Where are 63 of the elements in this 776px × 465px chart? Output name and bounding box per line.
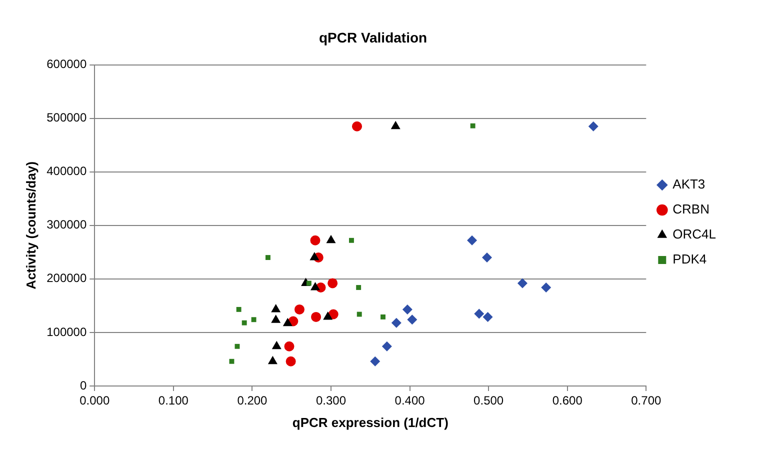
- point: [310, 252, 320, 260]
- point: [402, 304, 412, 314]
- x-axis-title: qPCR expression (1/dCT): [292, 414, 448, 430]
- y-tick-label: 200000: [46, 271, 87, 286]
- point: [271, 314, 281, 323]
- point: [286, 356, 296, 366]
- chart-title: qPCR Validation: [318, 29, 428, 46]
- point: [323, 311, 333, 320]
- y-tick-label: 600000: [46, 57, 87, 72]
- legend-label: ORC4L: [672, 226, 716, 242]
- point: [236, 306, 242, 312]
- point: [517, 278, 528, 288]
- x-tick-label: 0.700: [631, 394, 662, 408]
- point: [349, 238, 354, 243]
- x-tick-label: 0.000: [80, 394, 110, 408]
- point: [474, 308, 484, 319]
- y-tick-label: 500000: [46, 110, 87, 125]
- point: [352, 121, 362, 132]
- point: [467, 235, 478, 246]
- point: [541, 282, 552, 292]
- y-tick-label: 400000: [46, 164, 87, 178]
- point: [311, 312, 322, 322]
- point: [482, 252, 492, 263]
- point: [310, 235, 320, 246]
- x-tick-label: 0.300: [316, 394, 346, 408]
- point: [380, 314, 386, 320]
- x-tick-label: 0.100: [158, 394, 189, 408]
- point: [251, 317, 256, 322]
- point: [266, 255, 270, 260]
- point: [482, 312, 493, 322]
- y-tick-label: 100000: [46, 324, 87, 339]
- point: [382, 341, 392, 352]
- point: [229, 358, 234, 364]
- point: [588, 121, 598, 132]
- point: [282, 318, 292, 326]
- point: [356, 285, 362, 290]
- point: [390, 120, 400, 130]
- point: [391, 318, 402, 328]
- y-axis-title: Activity (counts/day): [23, 161, 38, 290]
- point: [284, 341, 294, 352]
- point: [306, 280, 312, 286]
- point: [294, 304, 304, 314]
- legend-label: CRBN: [672, 202, 710, 217]
- point: [310, 282, 320, 290]
- x-tick-label: 0.500: [474, 394, 504, 408]
- x-tick-label: 0.400: [394, 394, 426, 408]
- x-tick-label: 0.600: [552, 394, 583, 408]
- x-tick-label: 0.200: [237, 394, 268, 408]
- point: [407, 314, 418, 325]
- point: [326, 234, 336, 244]
- point: [268, 356, 278, 364]
- point: [356, 312, 362, 317]
- point: [328, 278, 338, 288]
- y-tick-label: 300000: [46, 218, 87, 232]
- point: [470, 123, 476, 128]
- point: [242, 320, 247, 326]
- point: [271, 304, 281, 312]
- legend-label: AKT3: [672, 176, 706, 192]
- y-tick-label: 0: [80, 378, 87, 392]
- point: [370, 356, 380, 366]
- point: [272, 340, 282, 350]
- legend-label: PDK4: [672, 252, 707, 267]
- point: [234, 344, 240, 349]
